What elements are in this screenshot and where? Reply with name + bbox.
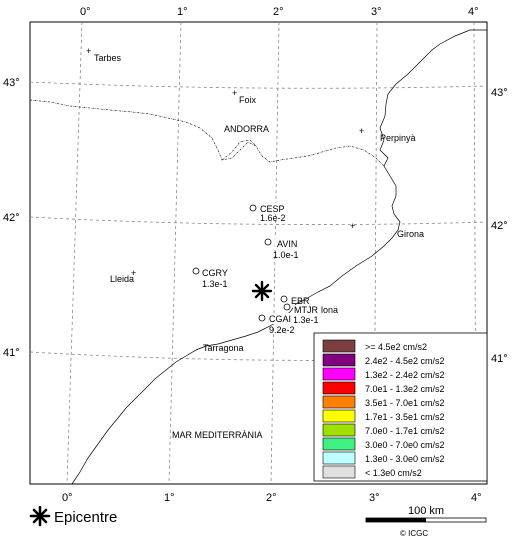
place-tarbes: Tarbes — [94, 53, 122, 63]
svg-text:4°: 4° — [471, 492, 482, 504]
legend-swatch — [322, 367, 356, 381]
station-code-mtjr: MTJR — [294, 305, 318, 315]
coastline — [71, 29, 487, 485]
international-border — [29, 99, 385, 167]
svg-text:41°: 41° — [3, 347, 20, 359]
credit: © ICGC — [400, 529, 428, 538]
station-code-cesp: CESP — [260, 204, 285, 214]
svg-text:2°: 2° — [273, 6, 284, 18]
bottom-ticks: 0° 1° 2° 3° 4° — [62, 492, 482, 504]
svg-text:0°: 0° — [62, 492, 73, 504]
place-mark-girona: + — [350, 221, 355, 231]
right-ticks: 43° 42° 41° — [491, 87, 508, 365]
station-code-cgry: CGRY — [202, 268, 228, 278]
legend-label: >= 4.5e2 cm/s2 — [365, 342, 427, 352]
place-labels: + Tarbes + Foix ANDORRA + Perpinyà + Gir… — [86, 46, 424, 440]
legend-swatch — [322, 339, 356, 353]
legend-label: < 1.3e0 cm/s2 — [365, 468, 422, 478]
epicentre-marker — [251, 280, 273, 302]
partial-place-label: lona — [321, 305, 338, 315]
station-marker-ebr[interactable] — [280, 295, 288, 303]
station-value-cesp: 1.6e-2 — [260, 213, 286, 223]
left-ticks: 43° 42° 41° — [3, 77, 20, 359]
legend-label: 7.0e1 - 1.3e2 cm/s2 — [365, 384, 445, 394]
top-ticks: 0° 1° 2° 3° 4° — [80, 6, 479, 18]
svg-text:4°: 4° — [468, 6, 479, 18]
station-marker-cgry[interactable] — [192, 267, 200, 275]
legend-label: 1.3e2 - 2.4e2 cm/s2 — [365, 370, 445, 380]
legend-swatch — [322, 465, 356, 479]
station-marker-mtjr[interactable] — [283, 303, 291, 311]
stations: CESP 1.6e-2 AVIN 1.0e-1 CGRY 1.3e-1 EBR … — [192, 203, 338, 335]
station-value-avin: 1.0e-1 — [273, 250, 299, 260]
epicentre-key-icon — [29, 505, 51, 527]
station-marker-cgai[interactable] — [258, 314, 266, 322]
legend-label: 7.0e0 - 1.7e1 cm/s2 — [365, 426, 445, 436]
legend-swatch — [322, 353, 356, 367]
place-perpinya: Perpinyà — [380, 133, 416, 143]
legend-label: 1.3e0 - 3.0e0 cm/s2 — [365, 454, 445, 464]
place-lleida: Lleida — [110, 274, 134, 284]
place-mark-lleida: + — [131, 268, 136, 278]
svg-text:0°: 0° — [80, 6, 91, 18]
place-foix: Foix — [239, 95, 257, 105]
legend-label: 1.7e1 - 3.5e1 cm/s2 — [365, 412, 445, 422]
legend-swatch — [322, 423, 356, 437]
place-mar-mediterrania: MAR MEDITERRÀNIA — [172, 430, 263, 440]
place-mark-perpinya: + — [359, 126, 364, 136]
scale-bar: 100 km © ICGC — [365, 505, 487, 538]
svg-text:1°: 1° — [164, 492, 175, 504]
place-tarragona: Tarragona — [203, 343, 244, 353]
station-code-avin: AVIN — [277, 239, 297, 249]
station-code-cgai: CGAI — [269, 314, 291, 324]
place-girona: Girona — [397, 229, 424, 239]
svg-text:41°: 41° — [491, 353, 508, 365]
legend-swatch — [322, 437, 356, 451]
svg-text:3°: 3° — [371, 6, 382, 18]
station-marker-avin[interactable] — [264, 238, 272, 246]
station-value-mtjr: 1.3e-1 — [293, 315, 319, 325]
epicentre-label: Epicentre — [54, 509, 117, 526]
svg-text:3°: 3° — [369, 492, 380, 504]
svg-text:42°: 42° — [491, 220, 508, 232]
station-value-cgai: 9.2e-2 — [269, 325, 295, 335]
legend-label: 3.5e1 - 7.0e1 cm/s2 — [365, 398, 445, 408]
legend-swatch — [322, 381, 356, 395]
svg-text:42°: 42° — [3, 212, 20, 224]
legend-label: 3.0e0 - 7.0e0 cm/s2 — [365, 440, 445, 450]
place-andorra: ANDORRA — [224, 124, 269, 134]
svg-text:43°: 43° — [491, 87, 508, 99]
legend-swatch — [322, 395, 356, 409]
place-mark-foix: + — [232, 88, 237, 98]
place-mark-tarbes: + — [86, 46, 91, 56]
svg-text:2°: 2° — [266, 492, 277, 504]
station-marker-cesp[interactable] — [249, 204, 257, 212]
legend-label: 2.4e2 - 4.5e2 cm/s2 — [365, 356, 445, 366]
svg-text:1°: 1° — [177, 6, 188, 18]
scale-label: 100 km — [408, 505, 444, 517]
svg-text:43°: 43° — [3, 77, 20, 89]
station-code-ebr: EBR — [291, 296, 310, 306]
legend-swatch — [322, 409, 356, 423]
legend: >= 4.5e2 cm/s2 2.4e2 - 4.5e2 cm/s2 1.3e2 -… — [313, 332, 488, 482]
epicentre-key: Epicentre — [29, 505, 117, 527]
station-value-cgry: 1.3e-1 — [202, 279, 228, 289]
legend-swatch — [322, 451, 356, 465]
